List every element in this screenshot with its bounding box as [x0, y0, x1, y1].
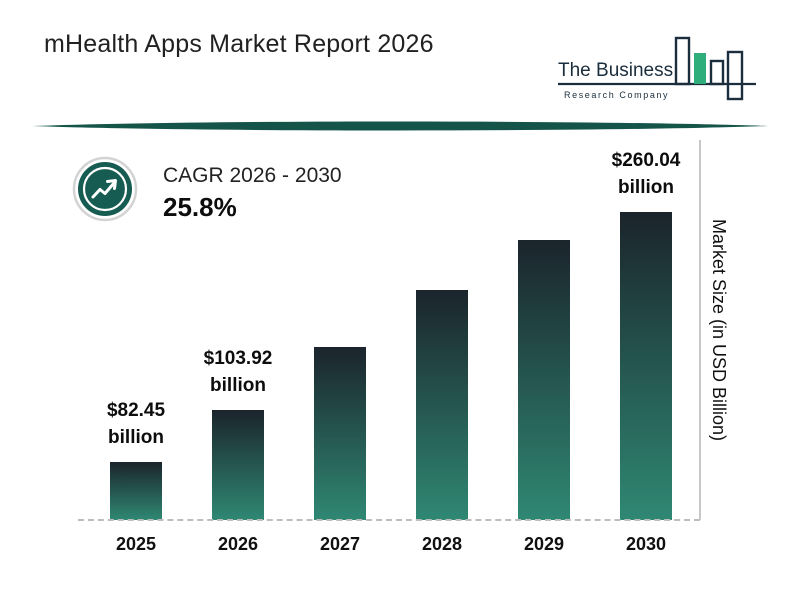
y-axis-line	[699, 140, 701, 520]
x-axis-label: 2030	[625, 534, 667, 554]
bar	[110, 462, 162, 520]
x-axis-label: 2026	[217, 534, 259, 554]
x-axis-label: 2025	[115, 534, 157, 554]
trend-arrow-icon	[91, 179, 117, 199]
bar-value-label: $103.92 billion	[173, 345, 303, 400]
teal-disc	[78, 162, 132, 216]
cagr-growth-icon	[72, 156, 138, 222]
bar	[314, 347, 366, 520]
x-axis-label: 2028	[421, 534, 463, 554]
divider-lens	[32, 121, 768, 131]
bar-slot	[289, 140, 391, 520]
bar	[416, 290, 468, 520]
bar	[212, 410, 264, 520]
bar-slot: $260.04 billion	[595, 140, 697, 520]
bar-value-amount: $82.45	[106, 399, 166, 421]
bar-value-unit: billion	[210, 375, 266, 397]
x-axis-labels: 2025 2026 2027 2028 2029 2030	[85, 534, 697, 555]
bar-value-label: $260.04 billion	[581, 147, 711, 202]
bar	[518, 240, 570, 520]
x-axis-dashed-baseline	[78, 519, 700, 521]
company-logo: The Business Research Company	[558, 34, 763, 106]
bar-slot	[493, 140, 595, 520]
bar-slot	[391, 140, 493, 520]
x-axis-label: 2029	[523, 534, 565, 554]
inner-ring	[82, 166, 128, 212]
bar-value-label: $82.45 billion	[71, 397, 201, 452]
bar-chart-logo-icon	[674, 36, 744, 101]
y-axis-title: Market Size (in USD Billion)	[709, 218, 729, 442]
bar-slot: $103.92 billion	[187, 140, 289, 520]
cagr-value: 25.8%	[163, 192, 237, 222]
page-title: mHealth Apps Market Report 2026	[44, 30, 434, 58]
outer-ring	[72, 156, 138, 222]
bar-value-amount: $260.04	[611, 149, 681, 171]
bar-chart: $82.45 billion $103.92 billion	[85, 140, 697, 520]
bar-value-unit: billion	[108, 427, 164, 449]
cagr-label: CAGR 2026 - 2030	[163, 164, 342, 187]
bar-value-amount: $103.92	[203, 347, 273, 369]
cagr-block: CAGR 2026 - 2030 25.8%	[163, 164, 342, 223]
logo-text-main: The Business	[558, 60, 673, 81]
bar-value-unit: billion	[618, 177, 674, 199]
bar	[620, 212, 672, 520]
company-logo-graphic: The Business Research Company	[558, 36, 756, 101]
bar-slot: $82.45 billion	[85, 140, 187, 520]
logo-text-sub: Research Company	[564, 90, 669, 100]
x-axis-label: 2027	[319, 534, 361, 554]
